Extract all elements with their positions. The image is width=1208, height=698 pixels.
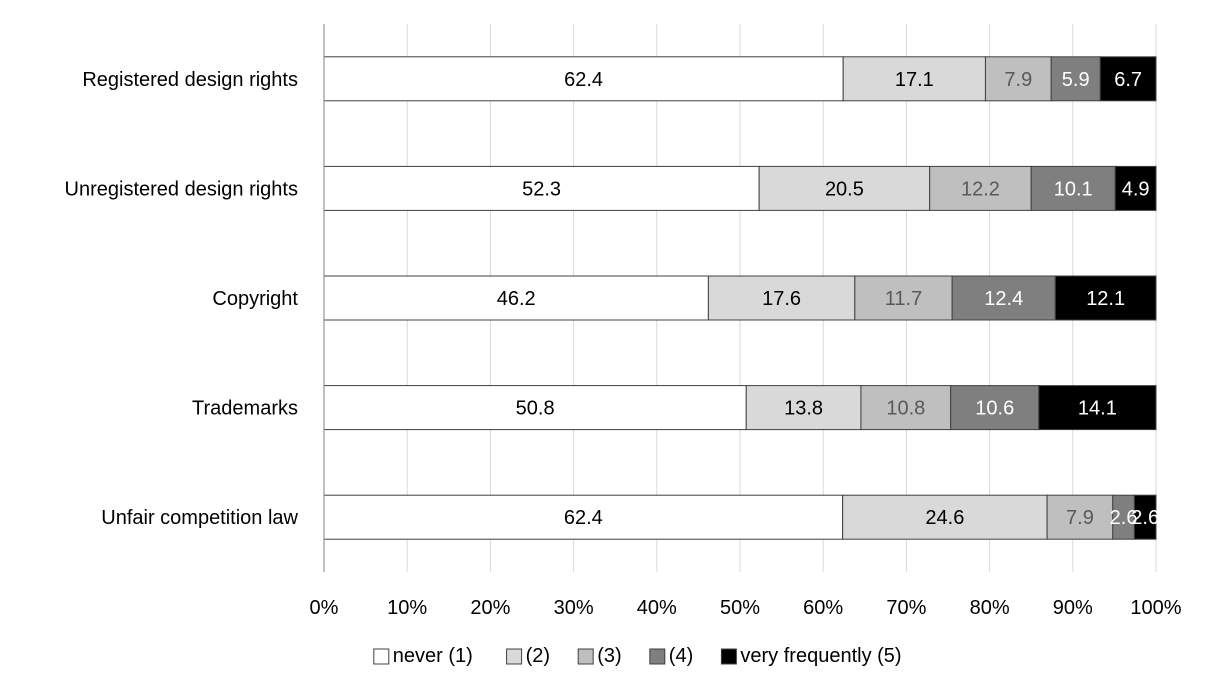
category-label: Copyright <box>212 288 298 310</box>
bar-segment <box>842 56 986 102</box>
bar-segment <box>323 165 760 211</box>
x-tick-label: 50% <box>720 597 760 619</box>
category-label: Unfair competition law <box>101 507 298 529</box>
bar-segment <box>984 56 1052 102</box>
x-tick-label: 60% <box>803 597 843 619</box>
data-label: 17.1 <box>895 69 934 91</box>
data-label: 10.6 <box>975 398 1014 420</box>
data-label: 52.3 <box>522 178 561 200</box>
data-label: 62.4 <box>564 507 603 529</box>
bar-segment <box>951 275 1056 321</box>
data-labels-group: 62.4 17.1 7.9 5.9 6.7 52.3 20.5 12.2 10.1 4.9 46.2… <box>497 69 1159 529</box>
bar-segment <box>745 385 862 431</box>
bars-group <box>323 56 1157 540</box>
bar-segment <box>323 275 709 321</box>
data-label: 5.9 <box>1062 69 1090 91</box>
data-label: 12.4 <box>984 288 1023 310</box>
data-label: 50.8 <box>516 398 555 420</box>
legend-label: (2) <box>526 645 550 667</box>
data-label: 10.8 <box>886 398 925 420</box>
bar-segment <box>929 165 1032 211</box>
legend-swatch <box>720 648 737 665</box>
bar-segment <box>1054 275 1157 321</box>
x-tick-label: 20% <box>470 597 510 619</box>
x-tick-label: 10% <box>387 597 427 619</box>
data-label: 13.8 <box>784 398 823 420</box>
bar-segment <box>1050 56 1101 102</box>
x-axis: 0% 10% 20% 30% 40% 50% 60% 70% 80% 90% 100% <box>310 597 1182 619</box>
legend-label: (4) <box>669 645 693 667</box>
data-label: 17.6 <box>762 288 801 310</box>
bar-segment <box>1030 165 1116 211</box>
x-tick-label: 40% <box>637 597 677 619</box>
x-tick-label: 30% <box>554 597 594 619</box>
data-label: 62.4 <box>564 69 603 91</box>
data-label: 7.9 <box>1066 507 1094 529</box>
data-label: 7.9 <box>1004 69 1032 91</box>
y-axis: Registered design rights Unregistered des… <box>65 24 325 572</box>
x-tick-label: 80% <box>970 597 1010 619</box>
legend: never (1) (2) (3) (4) very frequently (5) <box>373 645 902 667</box>
data-label: 24.6 <box>925 507 964 529</box>
category-label: Registered design rights <box>82 69 298 91</box>
data-label: 2.6 <box>1131 507 1159 529</box>
bar-segment <box>950 385 1040 431</box>
legend-label: never (1) <box>393 645 473 667</box>
bar-segment <box>323 385 747 431</box>
data-label: 20.5 <box>825 178 864 200</box>
data-label: 46.2 <box>497 288 536 310</box>
data-label: 4.9 <box>1122 178 1150 200</box>
bar-segment <box>1038 385 1157 431</box>
bar-segment <box>758 165 931 211</box>
data-label: 14.1 <box>1078 398 1117 420</box>
legend-label: (3) <box>597 645 621 667</box>
bar-segment <box>854 275 953 321</box>
x-tick-label: 0% <box>310 597 339 619</box>
category-label: Unregistered design rights <box>65 178 298 200</box>
data-label: 2.6 <box>1110 507 1138 529</box>
legend-label: very frequently (5) <box>740 645 901 667</box>
data-label: 6.7 <box>1114 69 1142 91</box>
bar-segment <box>1099 56 1157 102</box>
bar-segment <box>323 494 844 540</box>
data-label: 11.7 <box>885 288 922 310</box>
data-label: 12.1 <box>1086 288 1125 310</box>
bar-segment <box>1114 165 1157 211</box>
legend-swatch <box>577 648 594 665</box>
x-tick-label: 90% <box>1053 597 1093 619</box>
data-label: 10.1 <box>1054 178 1093 200</box>
bar-segment <box>860 385 952 431</box>
bar-segment <box>707 275 856 321</box>
x-tick-label: 100% <box>1130 597 1181 619</box>
x-tick-label: 70% <box>886 597 926 619</box>
category-label: Trademarks <box>192 398 298 420</box>
bar-segment <box>1133 494 1157 540</box>
legend-swatch <box>373 648 390 665</box>
legend-swatch <box>506 648 523 665</box>
legend-swatch <box>649 648 666 665</box>
data-label: 12.2 <box>961 178 1000 200</box>
